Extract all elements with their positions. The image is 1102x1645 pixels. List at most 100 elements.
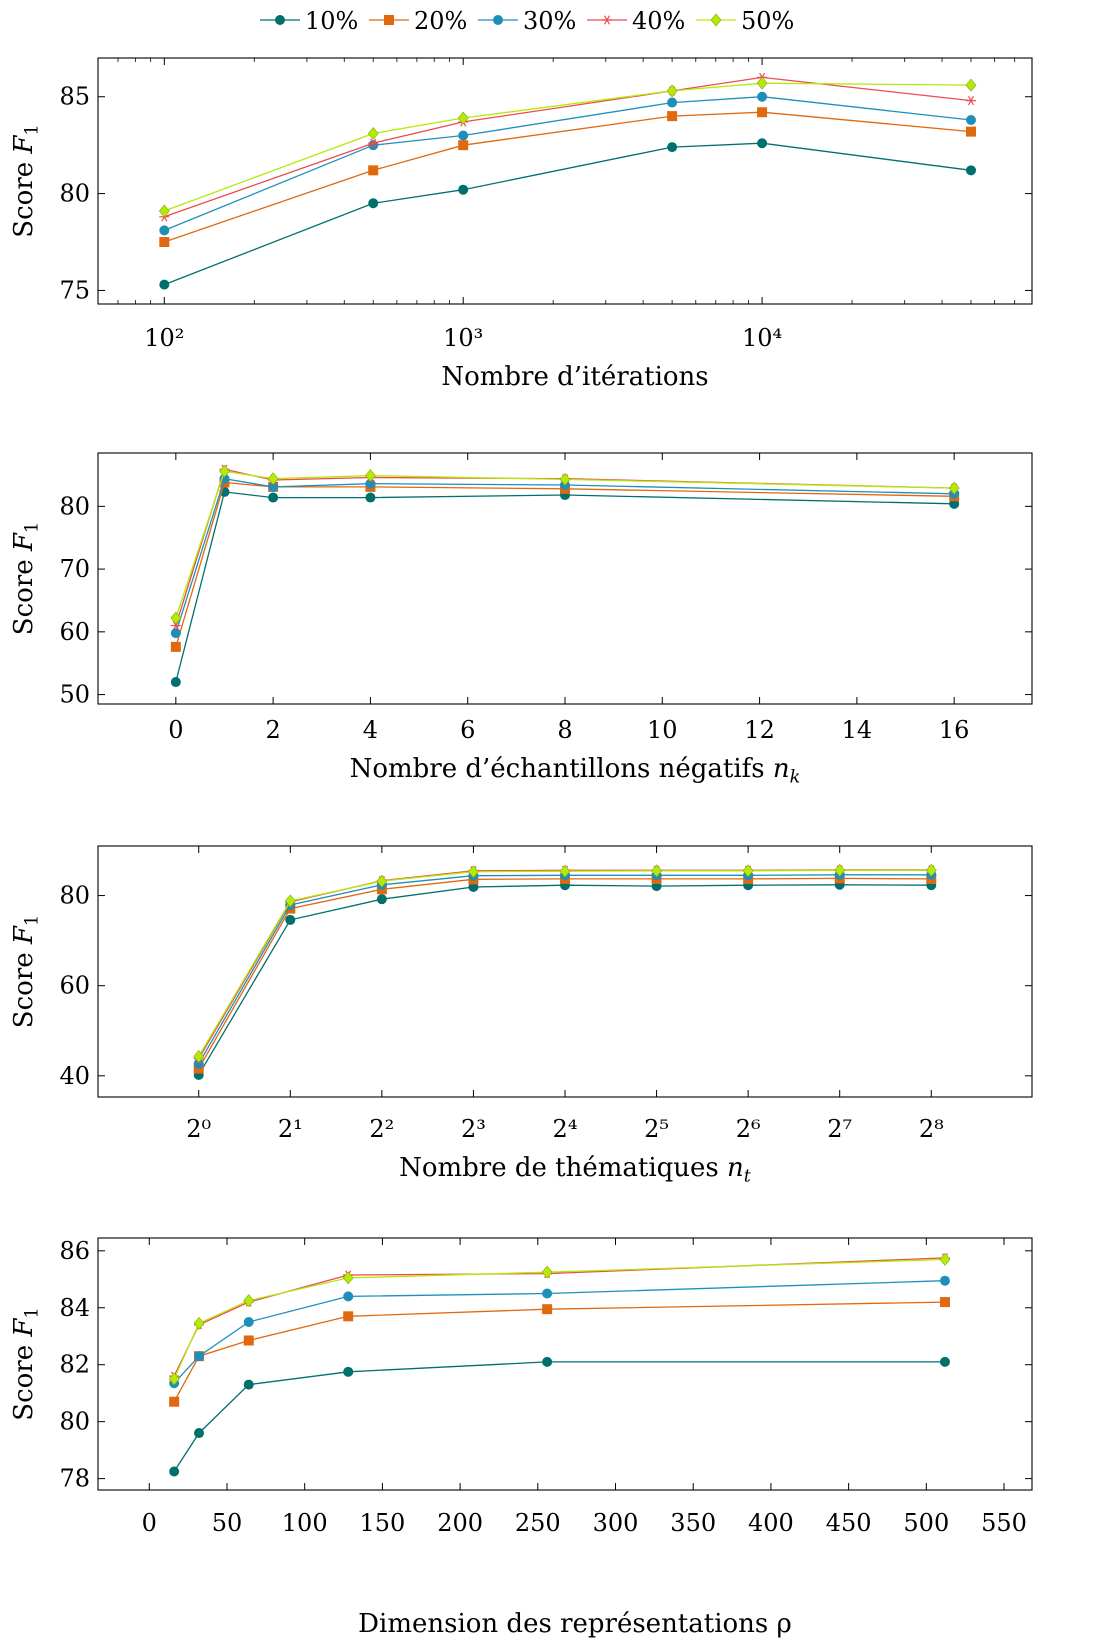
data-point — [667, 142, 678, 153]
data-point — [243, 1294, 255, 1308]
data-point — [170, 628, 181, 639]
y-tick-label: 80 — [59, 1408, 90, 1436]
data-point — [965, 126, 976, 137]
data-point — [666, 84, 678, 98]
data-point — [243, 1317, 254, 1327]
legend-entry-3: 40% — [587, 7, 685, 35]
series-line — [175, 477, 955, 634]
data-point — [651, 864, 662, 878]
series-line — [198, 869, 932, 1060]
data-point — [267, 472, 279, 486]
data-point — [468, 882, 479, 893]
x-tick-label: 100 — [282, 1509, 328, 1537]
series-line — [173, 1258, 946, 1380]
series-1 — [159, 107, 976, 248]
series-3 — [159, 72, 976, 222]
x-tick-label: 350 — [670, 1509, 716, 1537]
chart-negative-samples: 0 2 4 6 8 10 12 14 16 50 60 70 80 Nombre d’échantillo… — [9, 452, 1033, 788]
x-tick-label: 14 — [842, 716, 873, 744]
x-tick-label: 400 — [748, 1509, 794, 1537]
series-line — [173, 1257, 946, 1377]
x-tick-label: 300 — [593, 1509, 639, 1537]
x-tick-label: 2⁷ — [827, 1115, 852, 1143]
data-point — [243, 1335, 254, 1346]
x-tick-label: 2⁸ — [919, 1115, 944, 1143]
x-tick-label: 8 — [557, 716, 572, 744]
chart-topics: 2⁰ 2¹ 2² 2³ 2⁴ 2⁵ 2⁶ 2⁷ 2⁸ 40 60 80 Nombre de thémat… — [9, 845, 1033, 1187]
legend-entry-0: 10% — [260, 7, 358, 35]
data-point — [376, 894, 387, 905]
data-point — [343, 1366, 354, 1377]
x-tick-label: 250 — [515, 1509, 561, 1537]
x-axis-label: Nombre d’itérations — [441, 362, 708, 392]
y-tick-label: 60 — [59, 972, 90, 1000]
x-axis-label: Nombre de thématiques nt — [399, 1153, 752, 1187]
legend-marker — [493, 15, 503, 25]
data-point — [965, 114, 976, 125]
series-line — [173, 1361, 945, 1472]
series-line — [198, 884, 932, 1076]
data-point — [559, 864, 571, 878]
data-point — [458, 130, 469, 141]
data-point — [284, 894, 296, 908]
data-point — [159, 237, 170, 248]
series-line — [173, 1280, 946, 1384]
y-tick-label: 86 — [59, 1237, 90, 1265]
data-point — [542, 1288, 553, 1299]
data-point — [541, 1265, 553, 1279]
data-point — [376, 874, 388, 888]
x-tick-label: 450 — [826, 1509, 872, 1537]
data-point — [368, 138, 379, 148]
x-tick-label: 200 — [437, 1509, 483, 1537]
data-point — [368, 165, 379, 176]
x-tick-label: 6 — [460, 716, 475, 744]
chart-dimensions: 0 50 100 150 200 250 300 350 400 450 500 550 78 80 82 8… — [9, 1237, 1033, 1639]
x-tick-label: 16 — [939, 716, 970, 744]
plot-frame — [97, 1237, 1033, 1491]
data-point — [170, 611, 182, 625]
x-tick-label: 2¹ — [278, 1115, 303, 1143]
data-point — [368, 140, 379, 151]
legend-marker — [602, 15, 612, 25]
x-tick-label: 500 — [903, 1509, 949, 1537]
data-point — [159, 279, 170, 290]
y-axis-label: Score F1 — [9, 124, 43, 237]
legend-label: 30% — [523, 7, 576, 35]
series-line — [175, 481, 955, 648]
y-tick-label: 84 — [59, 1294, 90, 1322]
data-point — [757, 107, 768, 118]
series-line — [173, 1301, 946, 1403]
data-point — [965, 95, 976, 106]
series-4 — [158, 76, 977, 218]
data-point — [193, 1058, 204, 1069]
data-point — [834, 863, 846, 877]
y-tick-label: 75 — [59, 276, 90, 304]
legend-marker — [384, 15, 394, 25]
y-axis-label: Score F1 — [9, 915, 43, 1028]
data-point — [542, 1356, 553, 1367]
y-tick-label: 82 — [59, 1351, 90, 1379]
series-2 — [159, 91, 976, 236]
data-point — [939, 1297, 950, 1308]
y-tick-label: 70 — [59, 555, 90, 583]
series-line — [198, 874, 932, 1065]
data-point — [542, 1304, 553, 1315]
legend-label: 20% — [414, 7, 467, 35]
data-point — [285, 914, 296, 925]
x-tick-label: 550 — [981, 1509, 1027, 1537]
data-point — [948, 481, 960, 495]
data-point — [667, 97, 678, 108]
data-point — [965, 78, 977, 92]
data-point — [468, 865, 479, 879]
data-point — [939, 1275, 950, 1286]
series-0 — [170, 486, 960, 688]
data-point — [194, 1428, 205, 1439]
series-4 — [193, 863, 937, 1063]
x-tick-label: 0 — [168, 716, 183, 744]
series-line — [198, 877, 932, 1069]
data-point — [343, 1291, 354, 1302]
data-point — [159, 225, 170, 236]
x-tick-label: 10² — [144, 324, 184, 352]
data-point — [925, 863, 937, 877]
x-tick-label: 0 — [142, 1509, 157, 1537]
